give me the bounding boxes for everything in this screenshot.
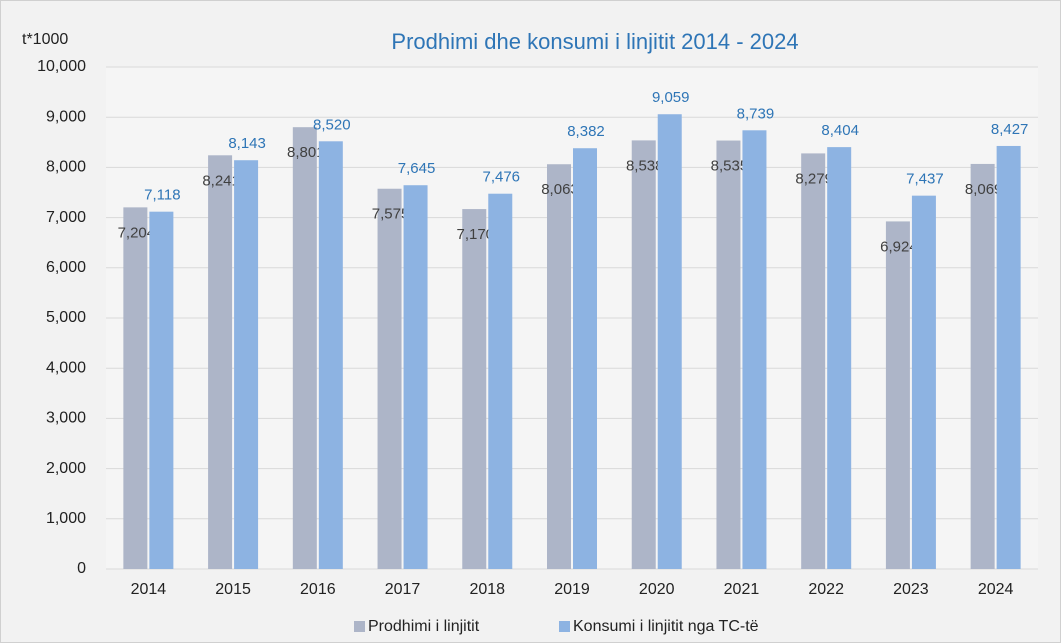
bar bbox=[827, 147, 852, 569]
bar bbox=[631, 140, 656, 569]
y-tick-label: 7,000 bbox=[46, 209, 86, 226]
bar bbox=[462, 209, 487, 570]
x-tick-label: 2023 bbox=[893, 581, 929, 598]
bar bbox=[801, 153, 826, 569]
data-label: 8,063 bbox=[541, 181, 579, 198]
data-label: 8,069 bbox=[965, 181, 1003, 198]
data-label: 7,170 bbox=[456, 226, 494, 243]
bar bbox=[996, 145, 1021, 569]
bar bbox=[208, 155, 233, 569]
x-tick-label: 2017 bbox=[385, 581, 421, 598]
legend-label: Prodhimi i linjitit bbox=[368, 618, 480, 635]
data-label: 8,739 bbox=[737, 105, 775, 122]
data-label: 8,801 bbox=[287, 144, 325, 161]
bar bbox=[547, 164, 571, 569]
bar bbox=[318, 141, 343, 569]
y-axis-label: t*1000 bbox=[22, 31, 68, 48]
data-label: 8,382 bbox=[567, 123, 605, 140]
legend-label: Konsumi i linjitit nga TC-të bbox=[573, 618, 759, 635]
legend-swatch bbox=[559, 621, 570, 632]
data-label: 8,535 bbox=[711, 158, 749, 175]
x-tick-label: 2018 bbox=[469, 581, 505, 598]
bar bbox=[657, 114, 682, 570]
y-tick-label: 10,000 bbox=[37, 58, 86, 75]
y-tick-label: 4,000 bbox=[46, 359, 86, 376]
data-label: 7,476 bbox=[482, 169, 520, 186]
legend-swatch bbox=[354, 621, 365, 632]
x-tick-label: 2024 bbox=[978, 581, 1014, 598]
bar bbox=[716, 140, 741, 569]
data-label: 8,404 bbox=[821, 122, 859, 139]
bar bbox=[488, 193, 513, 569]
data-label: 7,118 bbox=[144, 187, 180, 204]
bar bbox=[234, 160, 259, 569]
data-label: 7,575 bbox=[372, 206, 410, 223]
data-label: 8,241 bbox=[202, 172, 240, 189]
data-label: 6,924 bbox=[880, 238, 918, 255]
x-tick-label: 2019 bbox=[554, 581, 590, 598]
data-label: 8,427 bbox=[991, 121, 1029, 138]
bar bbox=[885, 221, 910, 569]
bar bbox=[970, 163, 995, 569]
y-tick-label: 6,000 bbox=[46, 259, 86, 276]
bar bbox=[403, 185, 428, 569]
data-label: 7,437 bbox=[906, 171, 944, 188]
y-tick-label: 9,000 bbox=[46, 108, 86, 125]
bar bbox=[911, 195, 936, 569]
data-label: 8,279 bbox=[795, 170, 833, 187]
y-tick-label: 2,000 bbox=[46, 460, 86, 477]
bar bbox=[377, 188, 402, 570]
x-tick-label: 2021 bbox=[724, 581, 760, 598]
data-label: 7,204 bbox=[118, 224, 156, 241]
y-tick-label: 8,000 bbox=[46, 159, 86, 176]
bar bbox=[742, 130, 767, 570]
bar bbox=[573, 148, 597, 569]
data-label: 8,143 bbox=[228, 135, 266, 152]
data-label: 8,538 bbox=[626, 157, 664, 174]
chart-title: Prodhimi dhe konsumi i linjitit 2014 - 2… bbox=[391, 29, 798, 54]
bar bbox=[123, 207, 148, 570]
data-label: 8,520 bbox=[313, 116, 351, 133]
bar bbox=[149, 211, 174, 570]
y-tick-label: 1,000 bbox=[46, 510, 86, 527]
x-tick-label: 2016 bbox=[300, 581, 336, 598]
x-tick-label: 2020 bbox=[639, 581, 675, 598]
y-tick-label: 5,000 bbox=[46, 309, 86, 326]
y-tick-label: 3,000 bbox=[46, 410, 86, 427]
x-tick-label: 2022 bbox=[808, 581, 844, 598]
data-label: 9,059 bbox=[652, 89, 690, 106]
data-label: 7,645 bbox=[398, 160, 436, 177]
bar bbox=[292, 127, 317, 570]
x-tick-label: 2014 bbox=[131, 581, 167, 598]
y-tick-label: 0 bbox=[77, 560, 86, 577]
x-tick-label: 2015 bbox=[215, 581, 251, 598]
